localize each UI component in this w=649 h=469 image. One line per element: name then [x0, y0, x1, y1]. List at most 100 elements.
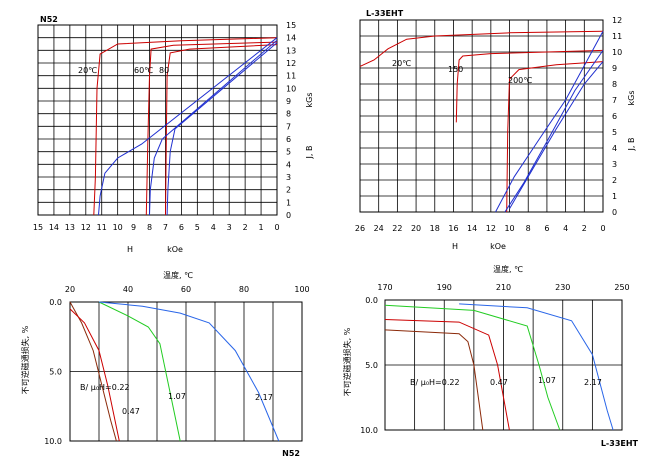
l33eht-demag-y-tick: 8 [612, 80, 617, 89]
l33eht-loss-annotation-1-07: 1.07 [538, 376, 556, 385]
l33eht-demag-y-tick: 1 [612, 192, 617, 201]
n52-demag-y-tick: 2 [286, 186, 291, 195]
l33eht-loss-ylabel: 不可逆磁通损失, % [342, 327, 352, 396]
l33eht-demag-x-tick: 26 [355, 224, 365, 233]
n52-demag-annotation-20c: 20℃ [78, 66, 97, 75]
n52-loss-title: N52 [282, 449, 300, 458]
l33eht-demag-x-tick: 24 [374, 224, 384, 233]
l33eht-demag-xlabel-unit: kOe [490, 242, 506, 251]
n52-demag-plot-area [37, 24, 278, 216]
n52-demag-x-tick: 7 [163, 223, 168, 232]
l33eht-loss-x-tick: 170 [377, 283, 392, 292]
l33eht-demag-x-tick: 10 [504, 224, 514, 233]
l33eht-loss-line-1.07 [384, 304, 561, 431]
l33eht-demag-y-tick: 10 [612, 48, 622, 57]
n52-loss-x-tick: 100 [294, 285, 309, 294]
l33eht-demag-y-tick: 11 [612, 32, 622, 41]
l33eht-demag-y-tick: 9 [612, 64, 617, 73]
n52-demag-y-tick: 3 [286, 173, 291, 182]
n52-demag-title: N52 [40, 15, 58, 24]
l33eht-demag-line-B-20c [495, 30, 604, 213]
n52-demag-y-tick: 5 [286, 148, 291, 157]
n52-loss-ylabel: 不可逆磁通损失, % [20, 325, 30, 394]
l33eht-demag-annotation-150: 150 [448, 65, 463, 74]
l33eht-demag-line-B-150c [504, 50, 604, 213]
n52-demag-annotation-80c: 80 [159, 66, 169, 75]
n52-loss-x-tick: 40 [123, 285, 133, 294]
l33eht-demag-x-tick: 6 [544, 224, 549, 233]
n52-loss-line-0.47 [69, 308, 120, 442]
n52-loss-y-tick: 5.0 [49, 368, 62, 377]
l33eht-demag-x-tick: 16 [448, 224, 458, 233]
l33eht-loss-x-tick: 210 [496, 283, 511, 292]
n52-demag-y-tick: 0 [286, 211, 291, 220]
l33eht-loss-line-2.17 [459, 303, 614, 431]
n52-demag-y-tick: 14 [286, 34, 296, 43]
n52-demag-x-tick: 10 [113, 223, 123, 232]
l33eht-demag-annotation-200c: 200℃ [508, 76, 532, 85]
l33eht-demag-y-tick: 3 [612, 160, 617, 169]
n52-demag-line-J-20c [93, 37, 278, 216]
l33eht-demag-y-tick: 4 [612, 144, 617, 153]
l33eht-demag-y-tick: 12 [612, 16, 622, 25]
l33eht-demag-x-tick: 0 [600, 224, 605, 233]
l33eht-demag-y-tick: 0 [612, 208, 617, 217]
n52-demag-xlabel-unit: kOe [167, 245, 183, 254]
n52-demag-y-tick: 12 [286, 59, 296, 68]
l33eht-loss-y-tick: 5.0 [365, 361, 378, 370]
n52-demag-x-tick: 15 [33, 223, 43, 232]
l33eht-demag-line-B-200c [509, 61, 604, 210]
l33eht-demag-ylabel: kGs [627, 91, 636, 106]
n52-demag-ylabel: kGs [305, 93, 314, 108]
l33eht-loss-y-tick: 10.0 [360, 426, 378, 435]
n52-demag-y-tick: 1 [286, 198, 291, 207]
n52-demag-line-J-80c [165, 44, 278, 216]
l33eht-loss-x-tick: 190 [437, 283, 452, 292]
n52-demag-ylabel-symbol: J, B [305, 146, 314, 160]
n52-demag-y-tick: 15 [286, 21, 296, 30]
l33eht-demag-x-tick: 12 [486, 224, 496, 233]
l33eht-demag-y-tick: 5 [612, 128, 617, 137]
n52-loss-x-tick: 60 [181, 285, 191, 294]
l33eht-demag-title: L-33EHT [366, 9, 404, 18]
n52-demag-x-tick: 8 [147, 223, 152, 232]
n52-demag-x-tick: 14 [49, 223, 59, 232]
n52-demag-y-tick: 10 [286, 84, 296, 93]
n52-loss-x-tick: 20 [65, 285, 75, 294]
l33eht-loss-annotation-0-47: 0.47 [490, 378, 508, 387]
n52-demag-line-B-80c [166, 42, 278, 216]
l33eht-loss-line-0.22 [384, 329, 484, 431]
n52-demag-line-J-60c [145, 41, 278, 216]
n52-demag-y-tick: 4 [286, 160, 291, 169]
n52-demag-y-tick: 7 [286, 122, 291, 131]
n52-demag-x-tick: 1 [259, 223, 264, 232]
l33eht-demag-ylabel-symbol: J, B [627, 138, 636, 152]
n52-loss-line-1.07 [98, 301, 181, 442]
l33eht-demag-y-tick: 7 [612, 96, 617, 105]
l33eht-loss-annotation-0-22: B/ μ₀H=0.22 [410, 378, 460, 387]
n52-loss-line-0.22 [69, 301, 117, 442]
n52-demag-x-tick: 11 [97, 223, 107, 232]
l33eht-demag-x-tick: 22 [392, 224, 402, 233]
l33eht-loss-xlabel: 温度, ℃ [493, 264, 523, 274]
l33eht-demag-y-tick: 2 [612, 176, 617, 185]
n52-demag-x-tick: 4 [211, 223, 216, 232]
l33eht-loss-title: L-33EHT [601, 439, 639, 448]
l33eht-demag-annotation-20c: 20℃ [392, 59, 411, 68]
l33eht-demag-x-tick: 18 [430, 224, 440, 233]
n52-demag-annotation-60c: 60℃ [134, 66, 153, 75]
l33eht-demag-y-tick: 6 [612, 112, 617, 121]
l33eht-demag-x-tick: 14 [467, 224, 477, 233]
n52-demag-x-tick: 12 [81, 223, 91, 232]
n52-demag-y-tick: 9 [286, 97, 291, 106]
n52-loss-xlabel: 温度, ℃ [163, 270, 193, 280]
l33eht-demag-line-J-200c [506, 61, 604, 213]
l33eht-demag-x-tick: 8 [526, 224, 531, 233]
l33eht-demag-x-tick: 4 [563, 224, 568, 233]
l33eht-demag-line-J-150c [455, 49, 604, 123]
n52-demag-x-tick: 5 [195, 223, 200, 232]
l33eht-loss-line-0.47 [384, 319, 510, 431]
n52-demag-line-B-20c [98, 37, 278, 216]
n52-demag-y-tick: 11 [286, 72, 296, 81]
